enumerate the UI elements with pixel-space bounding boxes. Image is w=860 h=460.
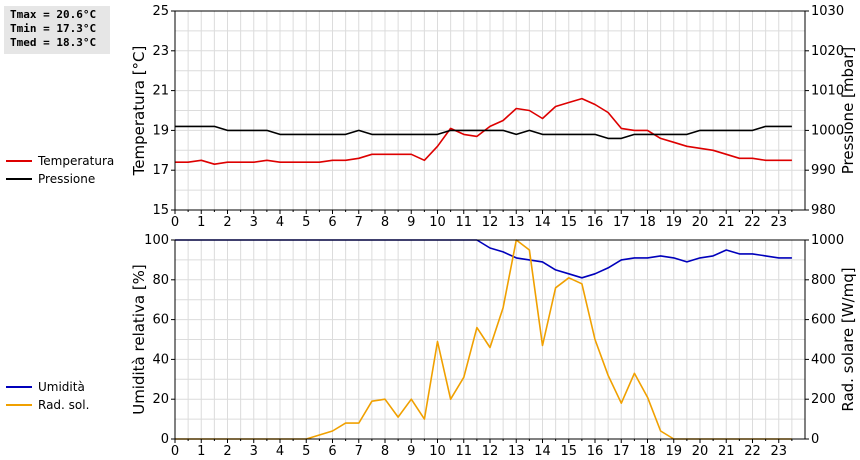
p2-x-tick-label: 20 [692,444,709,459]
p2-series-umidit- [175,239,792,279]
p1-x-tick-label: 11 [455,215,472,230]
p1-y2-axis-title: Pressione [mbar] [839,47,857,175]
p2-y2-axis-title: Rad. solare [W/mq] [839,267,857,411]
p1-y2-tick-label: 1010 [811,84,844,99]
legend-item-umidita: Umidità [6,378,89,396]
p1-x-tick-label: 23 [770,215,787,230]
p2-x-tick-label: 16 [587,444,604,459]
p1-x-tick-label: 6 [328,215,336,230]
temperature-stats-box: Tmax = 20.6°C Tmin = 17.3°C Tmed = 18.3°… [4,6,110,54]
p2-y-tick-label: 80 [152,273,169,288]
p1-y2-tick-label: 980 [811,203,836,218]
legend-swatch-radsol [6,404,32,406]
p1-x-tick-label: 7 [355,215,363,230]
p1-series-temperatura [175,97,792,165]
legend-item-temperatura: Temperatura [6,152,114,170]
p1-x-tick-label: 20 [692,215,709,230]
p1-series-pressione [175,125,792,140]
legend-swatch-temperatura [6,160,32,162]
p2-x-tick-label: 18 [639,444,656,459]
tmax-readout: Tmax = 20.6°C [10,8,97,21]
p1-x-tick-label: 19 [665,215,682,230]
p1-x-tick-label: 13 [508,215,525,230]
p2-y2-tick-label: 200 [811,392,836,407]
p1-x-tick-label: 2 [223,215,231,230]
legend-label-pressione: Pressione [38,172,96,186]
p1-x-tick-label: 15 [560,215,577,230]
p1-x-tick-label: 0 [171,215,179,230]
p1-x-tick-label: 3 [250,215,258,230]
p1-y-tick-label: 19 [152,123,169,138]
p1-x-tick-label: 16 [587,215,604,230]
legend-top: Temperatura Pressione [6,152,114,188]
p2-x-tick-label: 3 [250,444,258,459]
tmin-readout: Tmin = 17.3°C [10,22,97,35]
p2-x-tick-label: 9 [407,444,415,459]
p2-y2-tick-label: 600 [811,313,836,328]
p2-x-tick-label: 4 [276,444,284,459]
p2-x-tick-label: 1 [197,444,205,459]
p2-y-tick-label: 20 [152,392,169,407]
p2-y2-tick-label: 400 [811,352,836,367]
legend-item-pressione: Pressione [6,170,114,188]
p2-x-tick-label: 23 [770,444,787,459]
p1-x-tick-label: 1 [197,215,205,230]
p1-x-tick-label: 21 [718,215,735,230]
p2-y-tick-label: 0 [161,432,169,447]
p2-y-tick-label: 40 [152,352,169,367]
p2-y2-tick-label: 800 [811,273,836,288]
p2-x-tick-label: 8 [381,444,389,459]
p2-y-tick-label: 100 [144,233,169,248]
p1-y-tick-label: 15 [152,203,169,218]
legend-swatch-pressione [6,178,32,180]
p2-x-tick-label: 7 [355,444,363,459]
p1-x-tick-label: 22 [744,215,761,230]
p2-series-rad-sol- [175,239,792,440]
legend-swatch-umidita [6,386,32,388]
legend-item-radsol: Rad. sol. [6,396,89,414]
p2-x-tick-label: 19 [665,444,682,459]
p1-y2-tick-label: 1030 [811,4,844,19]
p1-x-tick-label: 18 [639,215,656,230]
p1-x-tick-label: 10 [429,215,446,230]
p2-x-tick-label: 0 [171,444,179,459]
p1-y2-tick-label: 1020 [811,44,844,59]
p1-x-tick-label: 12 [482,215,499,230]
p2-y-axis-title: Umidità relativa [%] [130,264,148,415]
p2-x-tick-label: 17 [613,444,630,459]
p2-x-tick-label: 6 [328,444,336,459]
p1-x-tick-label: 14 [534,215,551,230]
p2-x-tick-label: 15 [560,444,577,459]
p1-y2-tick-label: 1000 [811,123,844,138]
p1-y-tick-label: 17 [152,163,169,178]
p1-y2-tick-label: 990 [811,163,836,178]
p1-x-tick-label: 8 [381,215,389,230]
p1-y-tick-label: 21 [152,84,169,99]
p2-x-tick-label: 14 [534,444,551,459]
legend-bottom: Umidità Rad. sol. [6,378,89,414]
p1-x-tick-label: 17 [613,215,630,230]
p2-x-tick-label: 13 [508,444,525,459]
p1-y-tick-label: 25 [152,4,169,19]
p2-y2-tick-label: 1000 [811,233,844,248]
p1-x-tick-label: 4 [276,215,284,230]
p2-x-tick-label: 10 [429,444,446,459]
p2-x-tick-label: 5 [302,444,310,459]
tmed-readout: Tmed = 18.3°C [10,36,97,49]
p2-x-tick-label: 2 [223,444,231,459]
p2-y2-tick-label: 0 [811,432,819,447]
legend-label-temperatura: Temperatura [38,154,115,168]
p2-x-tick-label: 21 [718,444,735,459]
p2-x-tick-label: 11 [455,444,472,459]
p1-x-tick-label: 9 [407,215,415,230]
p1-y-tick-label: 23 [152,44,169,59]
p2-x-tick-label: 22 [744,444,761,459]
p1-x-tick-label: 5 [302,215,310,230]
legend-label-umidita: Umidità [38,380,85,394]
p1-y-axis-title: Temperatura [°C] [130,46,148,177]
p2-y-tick-label: 60 [152,313,169,328]
legend-label-radsol: Rad. sol. [38,398,90,412]
p2-x-tick-label: 12 [482,444,499,459]
